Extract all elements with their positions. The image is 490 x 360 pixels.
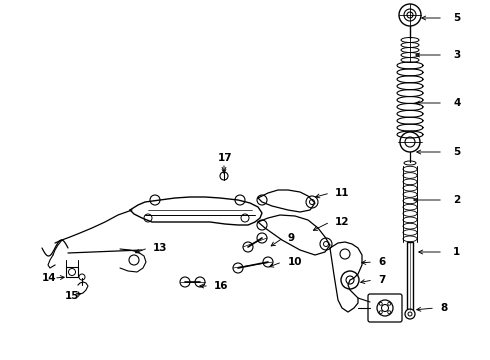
Text: 12: 12 xyxy=(335,217,349,227)
Circle shape xyxy=(320,238,332,250)
Text: 9: 9 xyxy=(288,233,295,243)
Circle shape xyxy=(180,277,190,287)
Circle shape xyxy=(341,271,359,289)
Circle shape xyxy=(377,300,393,316)
Text: 17: 17 xyxy=(218,153,233,163)
Circle shape xyxy=(79,274,85,280)
Circle shape xyxy=(405,309,415,319)
Circle shape xyxy=(195,277,205,287)
Text: 13: 13 xyxy=(153,243,168,253)
FancyBboxPatch shape xyxy=(66,267,78,277)
Circle shape xyxy=(235,195,245,205)
Circle shape xyxy=(144,214,152,222)
Ellipse shape xyxy=(404,161,416,165)
Circle shape xyxy=(257,195,267,205)
Text: 6: 6 xyxy=(378,257,385,267)
Text: 15: 15 xyxy=(65,291,79,301)
Text: 16: 16 xyxy=(214,281,228,291)
Circle shape xyxy=(243,242,253,252)
Text: 5: 5 xyxy=(453,147,460,157)
Circle shape xyxy=(150,195,160,205)
Circle shape xyxy=(263,257,273,267)
Text: 1: 1 xyxy=(453,247,460,257)
Text: 7: 7 xyxy=(378,275,385,285)
Circle shape xyxy=(233,263,243,273)
Text: 10: 10 xyxy=(288,257,302,267)
Circle shape xyxy=(257,220,267,230)
Circle shape xyxy=(129,255,139,265)
Circle shape xyxy=(220,172,228,180)
Text: 5: 5 xyxy=(453,13,460,23)
FancyBboxPatch shape xyxy=(368,294,402,322)
Text: 14: 14 xyxy=(42,273,57,283)
Circle shape xyxy=(340,249,350,259)
Circle shape xyxy=(399,4,421,26)
Text: 3: 3 xyxy=(453,50,460,60)
Circle shape xyxy=(257,233,267,243)
Circle shape xyxy=(400,132,420,152)
Circle shape xyxy=(306,196,318,208)
Circle shape xyxy=(241,214,249,222)
Text: 11: 11 xyxy=(335,188,349,198)
Text: 8: 8 xyxy=(440,303,447,313)
Text: 4: 4 xyxy=(453,98,461,108)
Text: 2: 2 xyxy=(453,195,460,205)
